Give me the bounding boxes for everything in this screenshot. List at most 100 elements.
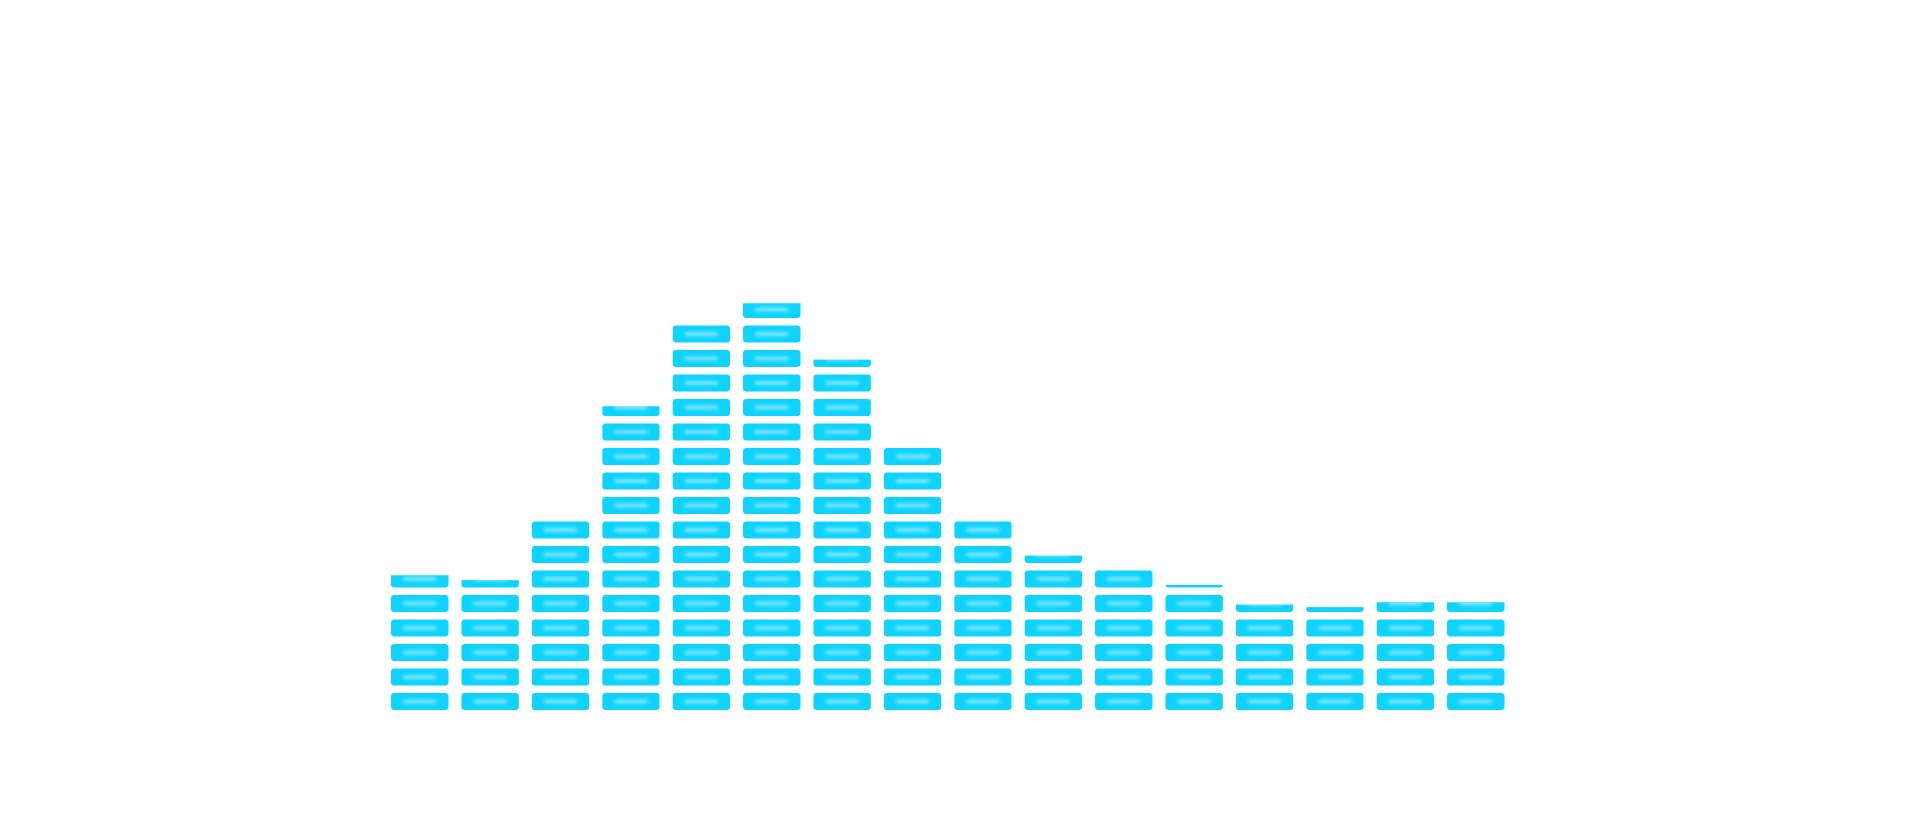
segment bbox=[1024, 555, 1083, 563]
segment-highlight bbox=[684, 479, 719, 483]
segment-highlight bbox=[684, 405, 719, 410]
segment-highlight bbox=[966, 699, 1000, 704]
segment-highlight bbox=[825, 626, 859, 630]
segment-highlight bbox=[684, 601, 719, 606]
segment-highlight bbox=[543, 577, 578, 581]
bar bbox=[813, 359, 871, 710]
bar bbox=[1095, 570, 1153, 710]
bar bbox=[1447, 602, 1505, 710]
segment-highlight bbox=[755, 552, 789, 557]
segment-highlight bbox=[1247, 650, 1282, 655]
segment-highlight bbox=[895, 675, 930, 679]
segment-highlight bbox=[966, 650, 1000, 655]
segment-highlight bbox=[755, 479, 789, 483]
segment-highlight bbox=[895, 577, 930, 581]
segment-highlight bbox=[1318, 626, 1352, 630]
segment-highlight bbox=[966, 552, 1000, 557]
segment-highlight bbox=[825, 479, 859, 483]
segment-highlight bbox=[614, 479, 648, 483]
segment-highlight bbox=[614, 577, 648, 581]
segment-highlight bbox=[684, 381, 719, 385]
segment-highlight bbox=[755, 626, 789, 630]
segment-highlight bbox=[1036, 626, 1071, 630]
segment bbox=[1306, 607, 1364, 612]
segment-highlight bbox=[1388, 650, 1423, 655]
segment-highlight bbox=[403, 675, 437, 679]
segment-highlight bbox=[1388, 699, 1423, 704]
segment-highlight bbox=[755, 381, 789, 385]
segment-highlight bbox=[1036, 650, 1071, 655]
bar bbox=[672, 325, 731, 710]
segment-highlight bbox=[1177, 601, 1211, 606]
segment-highlight bbox=[543, 650, 578, 655]
segment-highlight bbox=[614, 454, 648, 459]
segment bbox=[1165, 585, 1223, 588]
segment-highlight bbox=[1107, 650, 1141, 655]
segment-highlight bbox=[1177, 650, 1211, 655]
segment-highlight bbox=[1036, 577, 1071, 581]
bar bbox=[1306, 607, 1364, 710]
segment-highlight bbox=[755, 503, 789, 508]
segment-highlight bbox=[895, 601, 930, 606]
segment-highlight bbox=[1459, 650, 1493, 655]
segment bbox=[1235, 604, 1294, 612]
segment-highlight bbox=[755, 650, 789, 655]
bar bbox=[1376, 602, 1435, 710]
bar bbox=[1024, 555, 1083, 710]
segment-highlight bbox=[895, 479, 930, 483]
segment-highlight bbox=[684, 552, 719, 557]
segment-highlight bbox=[1107, 577, 1141, 581]
segment-highlight bbox=[684, 503, 719, 508]
segment-highlight bbox=[1036, 555, 1070, 557]
segment-highlight bbox=[543, 626, 578, 630]
segment-highlight bbox=[895, 626, 930, 630]
segment-highlight bbox=[684, 699, 719, 704]
bar bbox=[954, 521, 1012, 710]
bar bbox=[1235, 604, 1294, 710]
segment-highlight bbox=[1036, 675, 1071, 679]
segment bbox=[461, 580, 519, 588]
segment-highlight bbox=[1107, 675, 1141, 679]
segment-highlight bbox=[1036, 601, 1071, 606]
segment-highlight bbox=[614, 699, 648, 704]
bar bbox=[391, 575, 449, 710]
segment-highlight bbox=[1459, 626, 1493, 630]
segment-highlight bbox=[614, 406, 648, 410]
segment-highlight bbox=[1459, 675, 1493, 679]
segment-highlight bbox=[825, 675, 859, 679]
segment-highlight bbox=[755, 454, 789, 459]
segment-highlight bbox=[684, 528, 719, 532]
segment-highlight bbox=[755, 430, 789, 434]
segment-highlight bbox=[614, 552, 648, 557]
segment-highlight bbox=[614, 650, 648, 655]
bar bbox=[602, 406, 660, 710]
segment-highlight bbox=[684, 650, 719, 655]
segment-highlight bbox=[895, 454, 930, 459]
segment-highlight bbox=[825, 503, 859, 508]
segment-highlight bbox=[684, 430, 719, 434]
segment-highlight bbox=[895, 650, 930, 655]
segment-highlight bbox=[825, 552, 859, 557]
segment-highlight bbox=[1177, 699, 1211, 704]
segment-highlight bbox=[1247, 699, 1282, 704]
segment-highlight bbox=[1388, 675, 1423, 679]
segment-highlight bbox=[755, 577, 789, 581]
segment-highlight bbox=[825, 650, 859, 655]
segment-highlight bbox=[895, 528, 930, 532]
segment-highlight bbox=[966, 626, 1000, 630]
segment-highlight bbox=[473, 601, 507, 606]
bar bbox=[1165, 585, 1223, 710]
segment-highlight bbox=[684, 454, 719, 459]
segment-highlight bbox=[1459, 699, 1493, 704]
segment-highlight bbox=[755, 332, 789, 336]
segment-highlight bbox=[614, 675, 648, 679]
segment-highlight bbox=[403, 650, 437, 655]
segment-highlight bbox=[825, 454, 859, 459]
segment-highlight bbox=[1177, 675, 1211, 679]
segment-highlight bbox=[825, 405, 859, 410]
segment-highlight bbox=[543, 601, 578, 606]
segment-highlight bbox=[684, 577, 719, 581]
segment-highlight bbox=[1177, 626, 1211, 630]
